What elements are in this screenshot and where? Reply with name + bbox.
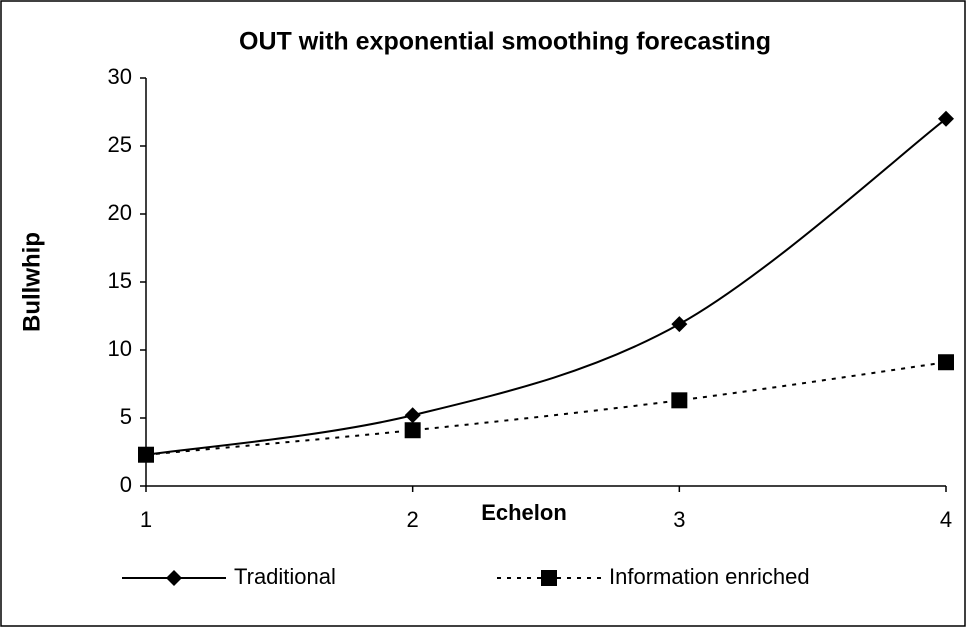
series-line (145, 118, 947, 456)
y-tick-label: 15 (108, 268, 132, 293)
legend-label: Traditional (234, 564, 336, 589)
x-tick-label: 4 (940, 507, 952, 532)
series-line (145, 361, 947, 456)
x-tick-label: 1 (140, 507, 152, 532)
legend-marker (541, 570, 557, 586)
marker (671, 316, 688, 333)
x-tick-label: 3 (673, 507, 685, 532)
marker (138, 446, 154, 463)
y-tick-label: 5 (120, 404, 132, 429)
chart-title: OUT with exponential smoothing forecasti… (239, 28, 771, 56)
y-tick-label: 20 (108, 200, 132, 225)
legend-marker (166, 570, 182, 586)
legend-label: Information enriched (609, 564, 810, 589)
marker (671, 392, 688, 409)
y-tick-label: 0 (120, 472, 132, 497)
x-tick-label: 2 (407, 507, 419, 532)
y-axis-label: Bullwhip (18, 232, 45, 332)
y-tick-label: 25 (108, 132, 132, 157)
y-tick-label: 10 (108, 336, 132, 361)
marker (938, 110, 954, 127)
x-axis-label: Echelon (481, 500, 567, 525)
marker (404, 422, 421, 439)
marker (404, 407, 421, 424)
marker (938, 354, 954, 371)
y-tick-label: 30 (108, 64, 132, 89)
